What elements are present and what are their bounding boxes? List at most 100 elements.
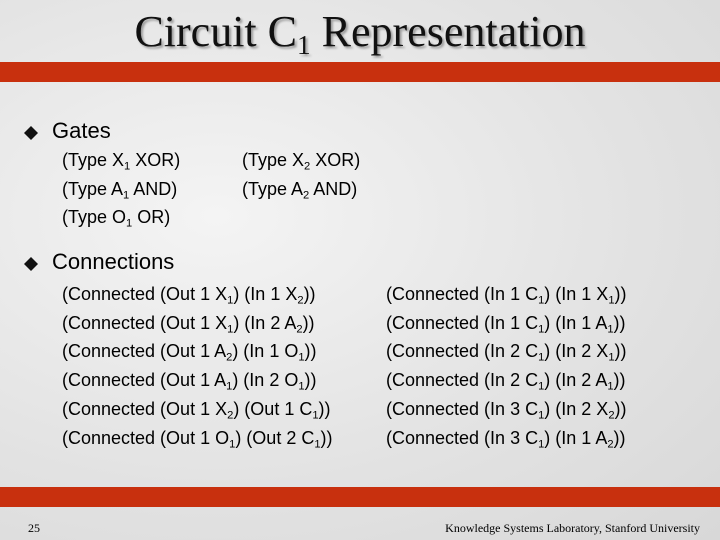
text-segment: )) bbox=[614, 398, 627, 419]
subscript: 2 bbox=[226, 351, 233, 364]
text-segment: XOR) bbox=[310, 150, 361, 170]
text-segment: )) bbox=[613, 312, 626, 333]
text-segment: )) bbox=[304, 370, 317, 391]
text-segment: (Type A bbox=[62, 178, 124, 199]
subscript: 1 bbox=[538, 409, 545, 422]
text-segment: )) bbox=[303, 284, 316, 304]
subscript: 1 bbox=[126, 217, 133, 230]
text-segment: (Type O bbox=[62, 207, 127, 228]
text-segment: (Connected (In 1 C bbox=[386, 312, 539, 333]
text-segment: (Type X bbox=[242, 150, 305, 170]
subscript: 2 bbox=[296, 323, 303, 336]
text-segment: (Connected (Out 1 A bbox=[62, 370, 227, 391]
subscript: 1 bbox=[608, 351, 615, 364]
text-segment: Circuit C bbox=[134, 7, 297, 56]
text-segment: (Connected (In 3 C bbox=[386, 398, 539, 419]
text-segment: ) (In 2 X bbox=[544, 341, 609, 362]
text-segment: ) (In 2 A bbox=[544, 370, 608, 391]
subscript: 1 bbox=[538, 323, 545, 336]
bullet-label: Connections bbox=[52, 249, 175, 274]
subscript: 1 bbox=[124, 160, 131, 173]
text-segment: (Connected (In 2 C bbox=[386, 341, 539, 362]
footer-credit: Knowledge Systems Laboratory, Stanford U… bbox=[445, 521, 700, 535]
subscript: 1 bbox=[226, 380, 233, 393]
text-segment: ) (Out 2 C bbox=[235, 427, 315, 448]
text-segment: ) (In 1 O bbox=[232, 341, 299, 362]
text-segment: (Connected (Out 1 A bbox=[62, 341, 227, 362]
bullet-label: Gates bbox=[52, 118, 111, 143]
item-line: (Type X1 XOR) bbox=[62, 150, 180, 172]
item-line: (Type O1 OR) bbox=[62, 207, 170, 229]
text-segment: (Connected (Out 1 X bbox=[62, 312, 228, 333]
text-segment: ) (In 1 X bbox=[233, 284, 298, 304]
subscript: 2 bbox=[304, 160, 311, 173]
item-line: (Type A1 AND) bbox=[62, 179, 177, 201]
subscript: 2 bbox=[227, 409, 234, 422]
text-segment: )) bbox=[320, 427, 333, 448]
text-segment: )) bbox=[318, 398, 331, 419]
text-segment: )) bbox=[613, 370, 626, 391]
item-line: (Connected (In 2 C1) (In 2 A1)) bbox=[386, 370, 626, 392]
text-segment: (Connected (Out 1 X bbox=[62, 284, 228, 304]
text-segment: ) (Out 1 C bbox=[233, 398, 313, 419]
item-line: (Type A2 AND) bbox=[242, 179, 357, 201]
text-segment: ) (In 2 A bbox=[233, 312, 297, 333]
subscript: 1 bbox=[298, 380, 305, 393]
text-segment: (Connected (Out 1 O bbox=[62, 427, 230, 448]
subscript: 1 bbox=[608, 294, 615, 307]
subscript: 1 bbox=[297, 30, 311, 61]
subscript: 1 bbox=[227, 294, 234, 307]
item-line: (Connected (Out 1 X1) (In 1 X2)) bbox=[62, 284, 316, 306]
item-line: (Connected (Out 1 O1) (Out 2 C1)) bbox=[62, 428, 333, 450]
subscript: 2 bbox=[303, 189, 310, 202]
text-segment: )) bbox=[614, 284, 627, 304]
subscript: 1 bbox=[538, 294, 545, 307]
text-segment: (Connected (Out 1 X bbox=[62, 398, 228, 419]
text-segment: )) bbox=[302, 312, 315, 333]
text-segment: (Connected (In 2 C bbox=[386, 370, 539, 391]
text-segment: (Type A bbox=[242, 178, 304, 199]
subscript: 1 bbox=[538, 351, 545, 364]
subscript: 1 bbox=[607, 323, 614, 336]
subscript: 1 bbox=[538, 380, 545, 393]
text-segment: AND) bbox=[309, 178, 358, 199]
text-segment: (Connected (In 3 C bbox=[386, 427, 539, 448]
item-line: (Connected (In 2 C1) (In 2 X1)) bbox=[386, 341, 627, 363]
subscript: 1 bbox=[314, 437, 321, 450]
subscript: 1 bbox=[538, 437, 545, 450]
item-line: (Connected (Out 1 A2) (In 1 O1)) bbox=[62, 341, 317, 363]
text-segment: )) bbox=[614, 341, 627, 362]
item-line: (Connected (In 1 C1) (In 1 X1)) bbox=[386, 284, 627, 306]
item-line: (Connected (Out 1 X1) (In 2 A2)) bbox=[62, 313, 315, 335]
subscript: 1 bbox=[229, 437, 236, 450]
text-segment: ) (In 1 X bbox=[544, 284, 609, 304]
item-line: (Connected (In 1 C1) (In 1 A1)) bbox=[386, 313, 626, 335]
subscript: 2 bbox=[297, 294, 304, 307]
text-segment: )) bbox=[304, 341, 317, 362]
text-segment: Representation bbox=[310, 7, 586, 56]
subscript: 2 bbox=[607, 437, 614, 450]
text-segment: (Type X bbox=[62, 150, 125, 170]
bullet-icon bbox=[24, 257, 38, 271]
text-segment: ) (In 2 O bbox=[232, 370, 299, 391]
item-line: (Connected (In 3 C1) (In 1 A2)) bbox=[386, 428, 626, 450]
subscript: 1 bbox=[227, 323, 234, 336]
subscript: 1 bbox=[123, 189, 130, 202]
text-segment: ) (In 2 X bbox=[544, 398, 609, 419]
text-segment: OR) bbox=[132, 207, 171, 228]
text-segment: )) bbox=[613, 427, 626, 448]
item-line: (Connected (In 3 C1) (In 2 X2)) bbox=[386, 399, 627, 421]
subscript: 1 bbox=[607, 380, 614, 393]
text-segment: ) (In 1 A bbox=[544, 427, 608, 448]
page-number: 25 bbox=[28, 521, 40, 535]
bottom-band bbox=[0, 487, 720, 507]
item-line: (Type X2 XOR) bbox=[242, 150, 360, 172]
subscript: 1 bbox=[298, 351, 305, 364]
item-line: (Connected (Out 1 A1) (In 2 O1)) bbox=[62, 370, 317, 392]
text-segment: (Connected (In 1 C bbox=[386, 284, 539, 304]
top-band bbox=[0, 62, 720, 82]
subscript: 1 bbox=[312, 409, 319, 422]
text-segment: AND) bbox=[129, 178, 178, 199]
text-segment: XOR) bbox=[130, 150, 181, 170]
